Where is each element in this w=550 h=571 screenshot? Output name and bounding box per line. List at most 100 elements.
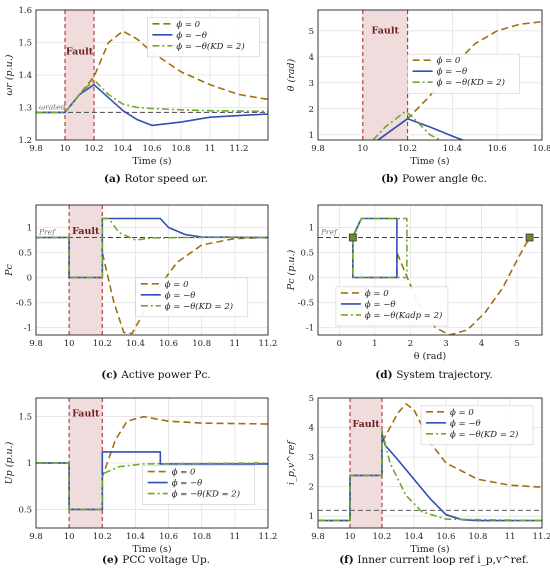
plot-frame bbox=[35, 204, 269, 336]
x-tick-label: 10.6 bbox=[159, 532, 178, 542]
y-tick-label: 1.2 bbox=[18, 136, 32, 146]
y-tick-label: -1 bbox=[306, 324, 314, 334]
y-tick-label: 3 bbox=[309, 453, 314, 463]
panel-caption: (a) Rotor speed ωr. bbox=[104, 173, 208, 185]
x-tick-label: 10 bbox=[64, 339, 75, 349]
y-tick-label: 0.5 bbox=[300, 249, 314, 259]
legend: ϕ = 0ϕ = −θϕ = −θ(KD = 2) bbox=[407, 53, 520, 94]
caption-text: Inner current loop ref i_p,v^ref. bbox=[357, 554, 528, 566]
plot-frame bbox=[35, 9, 269, 141]
legend-entry: ϕ = −θ bbox=[450, 419, 481, 429]
caption-tag: (e) bbox=[102, 554, 122, 566]
x-tick-label: 10.2 bbox=[93, 339, 112, 349]
x-tick-label: 10.2 bbox=[93, 532, 112, 542]
series-group bbox=[318, 403, 542, 522]
caption-tag: (a) bbox=[104, 173, 124, 185]
x-axis-label: θ (rad) bbox=[414, 351, 446, 362]
legend-entry: ϕ = −θ bbox=[437, 67, 468, 77]
y-tick-label: 0 bbox=[309, 274, 314, 284]
y-tick-label: -0.5 bbox=[298, 299, 314, 309]
y-tick-label: 0.5 bbox=[18, 505, 32, 515]
y-axis-label: Up (p.u.) bbox=[4, 441, 15, 484]
legend-entry: ϕ = 0 bbox=[450, 408, 474, 418]
y-tick-label: 2 bbox=[309, 483, 314, 493]
legend-entry: ϕ = 0 bbox=[365, 289, 389, 299]
legend-entry: ϕ = −θ(Kadp = 2) bbox=[365, 310, 442, 321]
x-axis-label: Time (s) bbox=[410, 156, 449, 167]
y-tick-label: 1.5 bbox=[18, 39, 32, 49]
fault-region bbox=[362, 10, 408, 140]
legend-entry: ϕ = −θ bbox=[165, 291, 196, 301]
fault-region bbox=[69, 205, 103, 335]
x-tick-label: 9.8 bbox=[29, 339, 43, 349]
x-tick-label: 10.2 bbox=[373, 532, 392, 542]
series-group bbox=[36, 217, 268, 335]
plot-frame bbox=[317, 204, 543, 336]
panel-caption: (f) Inner current loop ref i_p,v^ref. bbox=[339, 554, 529, 566]
y-tick-label: 4 bbox=[309, 424, 314, 434]
x-tick-label: 10 bbox=[357, 144, 368, 154]
x-tick-label: 3 bbox=[443, 339, 448, 349]
y-tick-label: 1.3 bbox=[18, 104, 32, 114]
x-tick-label: 11 bbox=[229, 532, 240, 542]
x-tick-label: 9.8 bbox=[311, 144, 325, 154]
y-tick-label: 1 bbox=[309, 131, 314, 141]
series-line-2 bbox=[376, 117, 465, 140]
x-tick-label: 11.2 bbox=[230, 144, 249, 154]
x-tick-label: 10 bbox=[60, 144, 71, 154]
x-tick-label: 2 bbox=[408, 339, 413, 349]
y-tick-label: 1 bbox=[27, 459, 32, 469]
x-tick-label: 1 bbox=[372, 339, 377, 349]
reference-label: Pref bbox=[320, 228, 338, 237]
legend: ϕ = 0ϕ = −θϕ = −θ(KD = 2) bbox=[135, 277, 249, 318]
y-axis-label: ωr (p.u.) bbox=[4, 54, 15, 95]
series-line-1 bbox=[352, 237, 531, 335]
fault-region bbox=[350, 398, 382, 528]
x-tick-label: 11.2 bbox=[259, 339, 278, 349]
legend-entry: ϕ = −θ bbox=[172, 479, 203, 489]
x-tick-label: 10.4 bbox=[443, 144, 462, 154]
x-tick-label: 10 bbox=[64, 532, 75, 542]
x-tick-label: 5 bbox=[514, 339, 519, 349]
x-tick-label: 10.6 bbox=[159, 339, 178, 349]
x-tick-label: 11 bbox=[505, 532, 516, 542]
y-tick-label: 0 bbox=[27, 274, 32, 284]
series-line-2 bbox=[36, 217, 268, 279]
x-tick-label: 4 bbox=[479, 339, 484, 349]
trajectory-marker bbox=[525, 233, 534, 242]
y-tick-label: 5 bbox=[309, 27, 314, 37]
caption-text: PCC voltage Up. bbox=[122, 554, 210, 566]
y-tick-label: 5 bbox=[309, 394, 314, 404]
y-tick-label: 3 bbox=[309, 79, 314, 89]
x-tick-label: 10.6 bbox=[143, 144, 162, 154]
panel-f: 9.8 10 10.2 10.4 10.6 10.8 11 11.2 1 2 3 4 5 Fault Tim… bbox=[286, 394, 550, 566]
legend: ϕ = 0ϕ = −θϕ = −θ(KD = 2) bbox=[147, 17, 260, 58]
y-axis-label: θ (rad) bbox=[286, 58, 297, 91]
x-tick-label: 11.2 bbox=[533, 532, 550, 542]
legend: ϕ = 0ϕ = −θϕ = −θ(KD = 2) bbox=[420, 405, 534, 446]
panel-b: 9.8 10 10.2 10.4 10.6 10.8 1 2 3 4 5 Fault Time (s) θ… bbox=[286, 9, 550, 185]
series-line-3 bbox=[352, 217, 408, 279]
fault-label: Fault bbox=[66, 46, 94, 57]
caption-text: Power angle θc. bbox=[402, 173, 487, 185]
panel-caption: (e) PCC voltage Up. bbox=[102, 554, 210, 566]
x-tick-label: 10 bbox=[345, 532, 356, 542]
x-tick-label: 11 bbox=[229, 339, 240, 349]
fault-region bbox=[65, 10, 94, 140]
x-axis-label: Time (s) bbox=[132, 544, 171, 555]
legend-entry: ϕ = 0 bbox=[176, 20, 200, 30]
x-tick-label: 0 bbox=[337, 339, 342, 349]
x-tick-label: 9.8 bbox=[29, 144, 43, 154]
x-tick-label: 10.8 bbox=[533, 144, 550, 154]
plot-frame bbox=[35, 397, 269, 529]
x-tick-label: 11 bbox=[205, 144, 216, 154]
x-tick-label: 10.6 bbox=[437, 532, 456, 542]
x-tick-label: 10.4 bbox=[114, 144, 133, 154]
fault-label: Fault bbox=[72, 408, 100, 419]
y-tick-label: 4 bbox=[309, 53, 314, 63]
legend-entry: ϕ = 0 bbox=[172, 468, 196, 478]
caption-tag: (c) bbox=[101, 369, 121, 381]
fault-label: Fault bbox=[352, 419, 380, 430]
y-tick-label: 1.4 bbox=[18, 71, 32, 81]
